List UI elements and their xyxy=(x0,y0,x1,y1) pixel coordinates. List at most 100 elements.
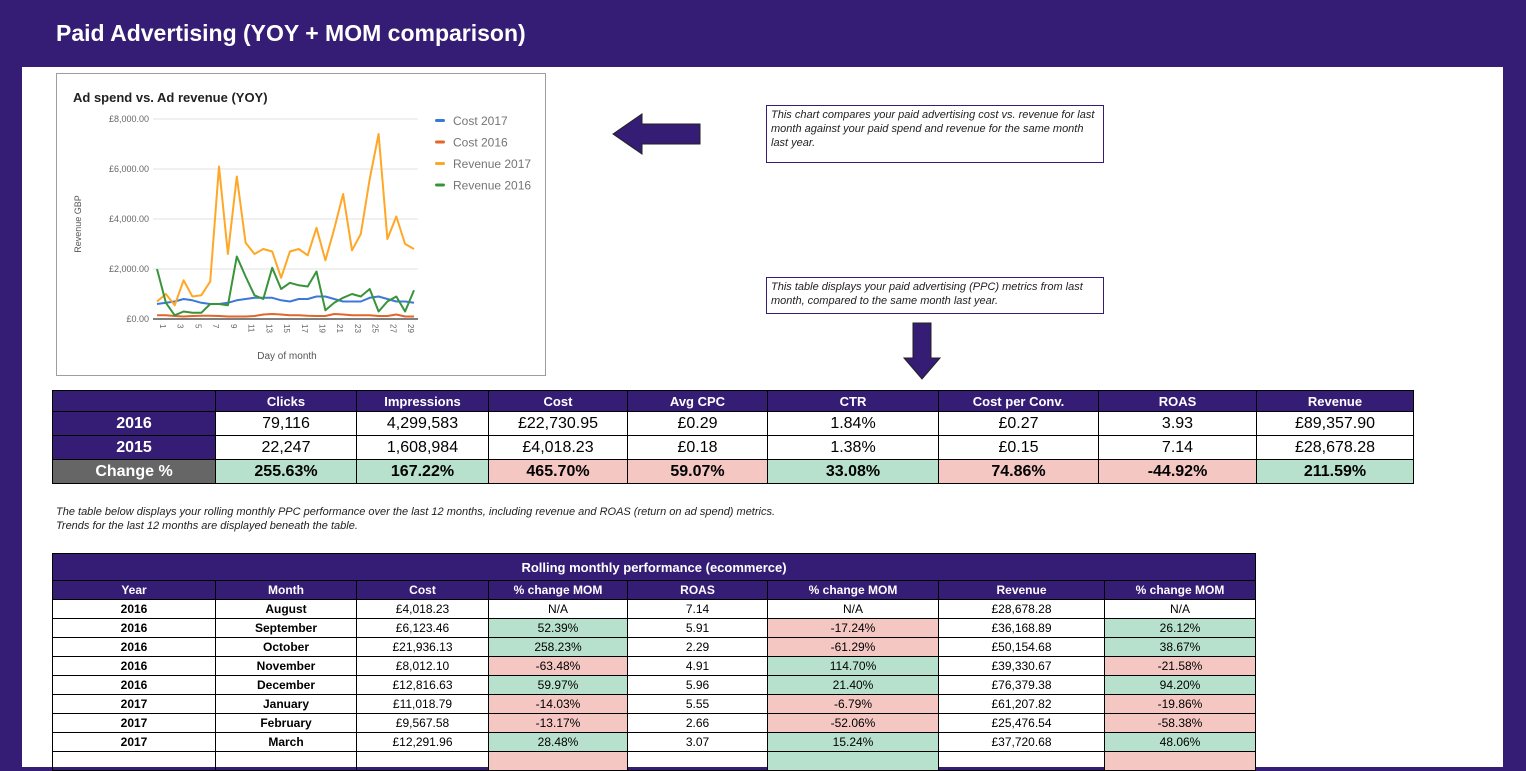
metric-cell: £0.29 xyxy=(627,411,768,436)
cost-cell xyxy=(356,751,489,771)
arrow-down-icon xyxy=(903,322,941,380)
month-cell: October xyxy=(215,637,357,657)
metric-cell: 1.38% xyxy=(767,435,939,460)
table-row xyxy=(52,751,1256,771)
table-row: 2015 22,247 1,608,984 £4,018.23 £0.18 1.38% £0… xyxy=(52,435,1414,460)
month-cell: January xyxy=(215,694,357,714)
change-cell: 255.63% xyxy=(215,459,357,484)
cost-mom-cell: 258.23% xyxy=(488,637,628,657)
month-cell xyxy=(215,751,357,771)
month-cell: August xyxy=(215,599,357,619)
x-axis-label: Day of month xyxy=(257,351,316,362)
x-tick-label: 27 xyxy=(388,324,397,333)
cost-mom-cell: N/A xyxy=(488,599,628,619)
header-avg-cpc: Avg CPC xyxy=(627,390,768,412)
year-cell: 2016 xyxy=(52,618,216,638)
roas-cell: 5.91 xyxy=(627,618,768,638)
rolling-table-title: Rolling monthly performance (ecommerce) xyxy=(52,553,1256,581)
cost-cell: £6,123.46 xyxy=(356,618,489,638)
header-roas: ROAS xyxy=(627,580,768,600)
roas-cell: 4.91 xyxy=(627,656,768,676)
table-note: This table displays your paid advertisin… xyxy=(766,277,1104,314)
cost-cell: £11,018.79 xyxy=(356,694,489,714)
table-row: 2017 February £9,567.58 -13.17% 2.66 -52.06% £… xyxy=(52,713,1256,733)
cost-mom-cell: -14.03% xyxy=(488,694,628,714)
roas-mom-cell: -61.29% xyxy=(767,637,939,657)
revenue-mom-cell xyxy=(1104,751,1256,771)
roas-mom-cell: -17.24% xyxy=(767,618,939,638)
yoy-line-chart: Ad spend vs. Ad revenue (YOY) £0.00 £2,00… xyxy=(56,73,546,376)
cost-mom-cell xyxy=(488,751,628,771)
table-row: 2016 December £12,816.63 59.97% 5.96 21.40% £7… xyxy=(52,675,1256,695)
legend-swatch xyxy=(435,183,445,187)
table-row: 2016 October £21,936.13 258.23% 2.29 -61.29% £… xyxy=(52,637,1256,657)
cost-cell: £21,936.13 xyxy=(356,637,489,657)
revenue-mom-cell: 94.20% xyxy=(1104,675,1256,695)
header-corner xyxy=(52,390,216,412)
cost-mom-cell: 52.39% xyxy=(488,618,628,638)
roas-cell: 7.14 xyxy=(627,599,768,619)
x-tick-label: 9 xyxy=(229,324,238,329)
metric-cell: £4,018.23 xyxy=(488,435,628,460)
table-row: 2017 March £12,291.96 28.48% 3.07 15.24% £37,7… xyxy=(52,732,1256,752)
year-cell: 2017 xyxy=(52,732,216,752)
roas-cell: 3.07 xyxy=(627,732,768,752)
series-line-cost-2017 xyxy=(156,295,415,305)
month-cell: November xyxy=(215,656,357,676)
change-cell: 59.07% xyxy=(627,459,768,484)
roas-cell: 2.66 xyxy=(627,713,768,733)
revenue-mom-cell: -58.38% xyxy=(1104,713,1256,733)
x-tick-label: 15 xyxy=(282,324,291,333)
rolling-monthly-table: Rolling monthly performance (ecommerce) … xyxy=(52,553,1256,771)
x-tick-label: 3 xyxy=(176,324,185,329)
change-label: Change % xyxy=(52,459,216,484)
month-cell: September xyxy=(215,618,357,638)
roas-cell: 5.55 xyxy=(627,694,768,714)
metric-cell: 4,299,583 xyxy=(356,411,489,436)
cost-cell: £8,012.10 xyxy=(356,656,489,676)
change-cell: 167.22% xyxy=(356,459,489,484)
roas-mom-cell: -6.79% xyxy=(767,694,939,714)
metric-cell: £28,678.28 xyxy=(1256,435,1414,460)
revenue-cell: £25,476.54 xyxy=(938,713,1105,733)
legend-label: Revenue 2017 xyxy=(453,157,531,171)
revenue-cell: £39,330.67 xyxy=(938,656,1105,676)
revenue-cell: £50,154.68 xyxy=(938,637,1105,657)
change-cell: 211.59% xyxy=(1256,459,1414,484)
revenue-mom-cell: 48.06% xyxy=(1104,732,1256,752)
roas-cell: 2.29 xyxy=(627,637,768,657)
revenue-mom-cell: N/A xyxy=(1104,599,1256,619)
metric-cell: 1.84% xyxy=(767,411,939,436)
change-cell: 465.70% xyxy=(488,459,628,484)
rolling-description: The table below displays your rolling mo… xyxy=(56,506,776,532)
x-tick-label: 23 xyxy=(353,324,362,333)
header-clicks: Clicks xyxy=(215,390,357,412)
table-row: 2016 September £6,123.46 52.39% 5.91 -17.24% £… xyxy=(52,618,1256,638)
series-line-cost-2016 xyxy=(157,313,414,318)
x-tick-label: 5 xyxy=(193,324,202,329)
revenue-mom-cell: 38.67% xyxy=(1104,637,1256,657)
header-cost-per-conv: Cost per Conv. xyxy=(938,390,1099,412)
header-roas-mom: % change MOM xyxy=(767,580,939,600)
change-cell: 74.86% xyxy=(938,459,1099,484)
year-cell: 2016 xyxy=(52,599,216,619)
header-revenue: Revenue xyxy=(1256,390,1414,412)
year-cell: 2017 xyxy=(52,694,216,714)
header-month: Month xyxy=(215,580,357,600)
yoy-metrics-table: Clicks Impressions Cost Avg CPC CTR Cost… xyxy=(52,390,1414,484)
year-cell: 2016 xyxy=(52,675,216,695)
year-cell: 2016 xyxy=(52,656,216,676)
table-header-row: Year Month Cost % change MOM ROAS % chan… xyxy=(52,580,1256,600)
cost-cell: £12,291.96 xyxy=(356,732,489,752)
roas-cell xyxy=(627,751,768,771)
roas-mom-cell: 114.70% xyxy=(767,656,939,676)
x-tick-label: 17 xyxy=(300,324,309,333)
y-tick-label: £8,000.00 xyxy=(109,114,149,124)
header-cost: Cost xyxy=(488,390,628,412)
header-impressions: Impressions xyxy=(356,390,489,412)
revenue-cell: £61,207.82 xyxy=(938,694,1105,714)
series-line-revenue-2017 xyxy=(156,133,415,307)
page-title: Paid Advertising (YOY + MOM comparison) xyxy=(56,20,526,46)
header-roas: ROAS xyxy=(1098,390,1257,412)
revenue-cell: £28,678.28 xyxy=(938,599,1105,619)
